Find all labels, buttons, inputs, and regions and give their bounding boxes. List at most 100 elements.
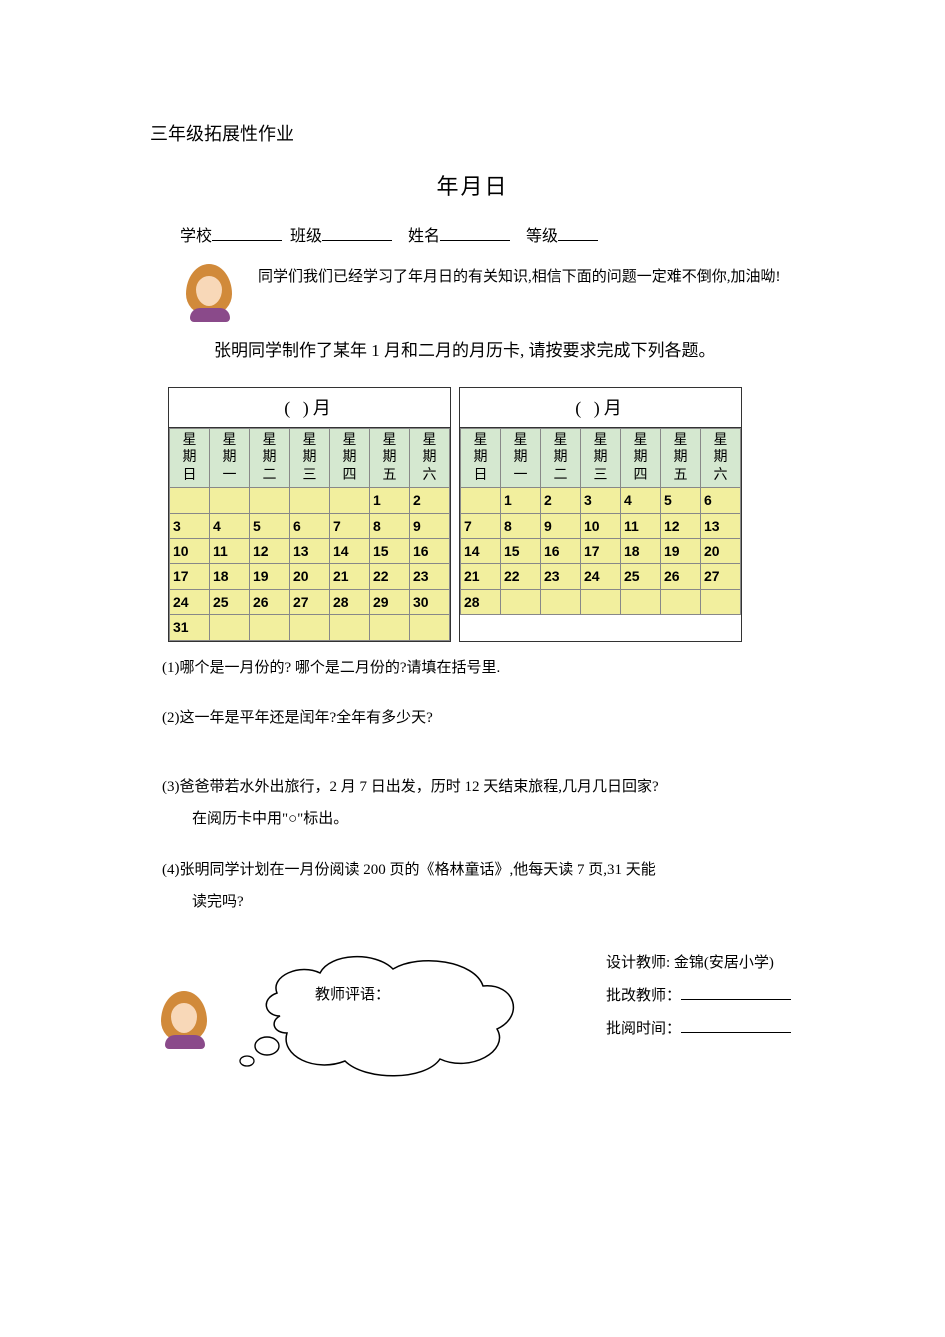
calendar-cell: 2 — [410, 488, 450, 513]
calendar-cell — [661, 589, 701, 614]
calendar-cell — [210, 615, 250, 640]
calendar-cell — [621, 589, 661, 614]
calendars: ( )月 星期日星期一星期二星期三星期四星期五星期六 1234567891011… — [168, 387, 795, 642]
calendar-cell: 4 — [621, 488, 661, 513]
calendar-cell: 7 — [461, 513, 501, 538]
calendar-cell — [290, 615, 330, 640]
weekday-header: 星期三 — [290, 428, 330, 488]
calendar-cell — [290, 488, 330, 513]
weekday-header: 星期五 — [370, 428, 410, 488]
grade-label: 等级 — [526, 228, 558, 245]
problem-statement: 张明同学制作了某年 1 月和二月的月历卡, 请按要求完成下列各题。 — [180, 332, 795, 369]
calendar-cell: 18 — [621, 539, 661, 564]
calendar-cell: 3 — [581, 488, 621, 513]
question-1: (1)哪个是一月份的? 哪个是二月份的?请填在括号里. — [162, 654, 795, 683]
reviewer-blank[interactable] — [681, 999, 791, 1000]
weekday-header: 星期二 — [250, 428, 290, 488]
reviewer-line: 批改教师： — [606, 980, 795, 1013]
calendar-cell: 13 — [701, 513, 741, 538]
intro-text: 同学们我们已经学习了年月日的有关知识,相信下面的问题一定难不倒你,加油呦! — [258, 262, 795, 292]
calendar-cell: 1 — [370, 488, 410, 513]
reviewer-label: 批改教师： — [606, 988, 681, 1004]
calendar-cell: 22 — [370, 564, 410, 589]
teacher-avatar-icon — [155, 989, 215, 1049]
calendar-cell: 20 — [290, 564, 330, 589]
calendar-cell: 27 — [290, 589, 330, 614]
calendar-2: ( )月 星期日星期一星期二星期三星期四星期五星期六 1234567891011… — [459, 387, 742, 642]
calendar-cell: 2 — [541, 488, 581, 513]
class-blank[interactable] — [322, 240, 392, 241]
calendar-cell: 14 — [461, 539, 501, 564]
weekday-header: 星期三 — [581, 428, 621, 488]
name-label: 姓名 — [408, 228, 440, 245]
calendar-cell: 17 — [581, 539, 621, 564]
calendar-cell: 6 — [290, 513, 330, 538]
grade-blank[interactable] — [558, 240, 598, 241]
calendar-cell: 26 — [661, 564, 701, 589]
bubble-label: 教师评语： — [315, 983, 390, 1007]
weekday-header: 星期四 — [621, 428, 661, 488]
calendar-cell: 16 — [410, 539, 450, 564]
intro-row: 同学们我们已经学习了年月日的有关知识,相信下面的问题一定难不倒你,加油呦! — [180, 262, 795, 322]
calendar-cell — [250, 615, 290, 640]
calendar-cell — [581, 589, 621, 614]
questions-block: (1)哪个是一月份的? 哪个是二月份的?请填在括号里. (2)这一年是平年还是闰… — [162, 654, 795, 917]
school-blank[interactable] — [212, 240, 282, 241]
calendar-cell: 20 — [701, 539, 741, 564]
calendar-cell: 22 — [501, 564, 541, 589]
calendar-cell: 18 — [210, 564, 250, 589]
calendar-cell — [210, 488, 250, 513]
calendar-cell — [330, 615, 370, 640]
calendar-cell: 10 — [581, 513, 621, 538]
calendar-cell: 12 — [250, 539, 290, 564]
calendar-cell: 14 — [330, 539, 370, 564]
weekday-header: 星期六 — [701, 428, 741, 488]
calendar-cell: 21 — [330, 564, 370, 589]
calendar-cell — [461, 488, 501, 513]
calendar-cell: 28 — [461, 589, 501, 614]
calendar-cell: 9 — [541, 513, 581, 538]
calendar-1-title: ( )月 — [169, 388, 450, 428]
calendar-cell — [250, 488, 290, 513]
calendar-cell — [370, 615, 410, 640]
calendar-cell: 24 — [170, 589, 210, 614]
calendar-cell: 17 — [170, 564, 210, 589]
calendar-cell: 8 — [370, 513, 410, 538]
time-blank[interactable] — [681, 1032, 791, 1033]
calendar-cell: 25 — [210, 589, 250, 614]
weekday-header: 星期六 — [410, 428, 450, 488]
calendar-cell: 31 — [170, 615, 210, 640]
calendar-cell: 4 — [210, 513, 250, 538]
calendar-cell: 19 — [661, 539, 701, 564]
question-2: (2)这一年是平年还是闰年?全年有多少天? — [162, 704, 795, 733]
calendar-cell — [410, 615, 450, 640]
calendar-cell: 28 — [330, 589, 370, 614]
calendar-cell: 8 — [501, 513, 541, 538]
footer: 教师评语： 设计教师: 金锦(安居小学) 批改教师： 批阅时间： — [150, 947, 795, 1097]
calendar-cell: 15 — [501, 539, 541, 564]
teacher-avatar-icon — [180, 262, 240, 322]
weekday-header: 星期一 — [501, 428, 541, 488]
calendar-cell: 3 — [170, 513, 210, 538]
signature-block: 设计教师: 金锦(安居小学) 批改教师： 批阅时间： — [606, 947, 795, 1046]
calendar-cell: 13 — [290, 539, 330, 564]
calendar-cell: 6 — [701, 488, 741, 513]
calendar-1-table: 星期日星期一星期二星期三星期四星期五星期六 123456789101112131… — [169, 428, 450, 641]
calendar-cell: 16 — [541, 539, 581, 564]
calendar-cell — [330, 488, 370, 513]
calendar-cell: 5 — [250, 513, 290, 538]
calendar-cell: 11 — [210, 539, 250, 564]
weekday-header: 星期一 — [210, 428, 250, 488]
calendar-cell: 7 — [330, 513, 370, 538]
calendar-cell — [501, 589, 541, 614]
calendar-cell: 23 — [541, 564, 581, 589]
calendar-cell: 5 — [661, 488, 701, 513]
calendar-cell: 1 — [501, 488, 541, 513]
calendar-cell: 30 — [410, 589, 450, 614]
name-blank[interactable] — [440, 240, 510, 241]
grade-header: 三年级拓展性作业 — [150, 120, 795, 149]
calendar-2-title: ( )月 — [460, 388, 741, 428]
question-4: (4)张明同学计划在一月份阅读 200 页的《格林童话》,他每天读 7 页,31… — [162, 856, 795, 885]
school-label: 学校 — [180, 228, 212, 245]
calendar-cell: 11 — [621, 513, 661, 538]
